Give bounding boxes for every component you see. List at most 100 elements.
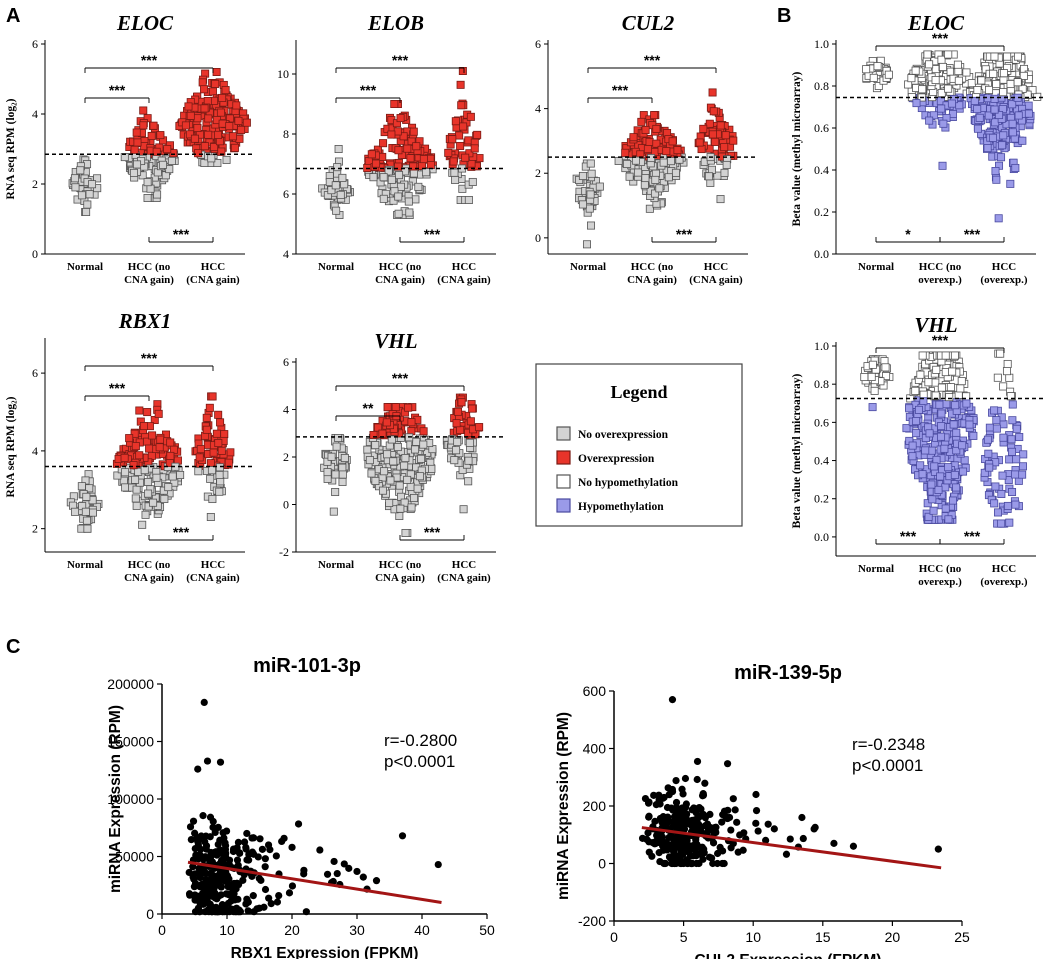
data-point <box>409 127 418 136</box>
data-point <box>625 172 634 181</box>
data-point <box>456 425 465 434</box>
y-axis-label: RNA seq RPM (log₂) <box>5 98 17 199</box>
data-point <box>645 204 654 213</box>
data-point <box>969 431 978 440</box>
data-point <box>937 89 946 98</box>
panel-letter-c: C <box>6 636 20 658</box>
data-point <box>405 208 414 217</box>
y-tick-label: 1.0 <box>814 37 829 51</box>
data-point <box>409 162 418 171</box>
y-tick-label: 0 <box>598 856 606 872</box>
data-point <box>398 832 407 840</box>
data-point <box>958 441 967 450</box>
y-tick-label: 0 <box>32 247 38 261</box>
data-point <box>681 774 690 783</box>
data-point <box>992 424 1001 433</box>
data-point <box>811 823 819 831</box>
data-point <box>261 855 269 863</box>
data-point <box>693 757 702 766</box>
data-point <box>237 125 246 134</box>
data-point <box>466 417 475 426</box>
data-point <box>218 93 227 102</box>
data-point <box>1011 470 1020 479</box>
data-point <box>411 445 420 454</box>
y-tick-label: 0.2 <box>814 492 829 506</box>
data-point <box>914 405 923 414</box>
correlation-p: p<0.0001 <box>384 752 455 771</box>
data-point <box>327 452 336 461</box>
data-point <box>873 62 882 71</box>
data-point <box>248 834 256 842</box>
data-point <box>924 378 933 387</box>
data-point <box>718 818 726 826</box>
data-point <box>186 823 195 831</box>
data-point <box>1008 100 1017 109</box>
y-tick-label: 0.2 <box>814 205 829 219</box>
data-point <box>82 516 91 525</box>
data-point <box>970 96 979 105</box>
data-point <box>954 76 963 85</box>
data-point <box>234 838 243 846</box>
category-label: HCC <box>201 559 226 571</box>
data-point <box>712 823 720 831</box>
chart-title: RBX1 <box>118 309 172 333</box>
data-point <box>708 130 717 139</box>
data-point <box>414 182 423 191</box>
y-tick-label: 4 <box>283 247 289 261</box>
chart-title: miR-101-3p <box>253 655 361 677</box>
data-point <box>331 488 340 497</box>
data-point <box>390 100 399 109</box>
data-point <box>786 835 794 843</box>
data-point <box>919 390 928 399</box>
data-point <box>770 825 778 833</box>
data-point <box>193 114 202 123</box>
data-point <box>1019 71 1028 80</box>
category-label: HCC <box>704 261 729 273</box>
data-point <box>631 156 640 165</box>
data-point <box>256 835 264 843</box>
data-point <box>931 76 940 85</box>
data-point <box>456 141 465 150</box>
data-point <box>185 868 193 877</box>
legend: Legend No overexpression Overexpression … <box>535 363 743 527</box>
data-point <box>912 99 921 108</box>
data-point <box>1019 450 1028 459</box>
data-point <box>211 79 220 88</box>
data-point <box>644 829 652 837</box>
data-point <box>231 908 240 916</box>
data-point <box>679 790 687 798</box>
data-point <box>925 429 934 438</box>
data-point <box>798 813 806 822</box>
data-point <box>215 487 224 496</box>
data-point <box>868 403 877 412</box>
data-point <box>194 855 203 863</box>
data-point <box>952 483 961 492</box>
data-point <box>457 101 466 110</box>
data-point <box>956 384 965 393</box>
data-point <box>338 463 347 472</box>
data-point <box>652 124 661 133</box>
data-point <box>224 458 233 467</box>
data-point <box>941 483 950 492</box>
chart-title: miR-139-5p <box>734 662 842 684</box>
data-point <box>181 121 190 130</box>
data-point <box>934 845 942 853</box>
data-point <box>587 169 596 178</box>
data-point <box>450 168 459 177</box>
data-point <box>130 145 139 154</box>
data-point <box>149 498 158 507</box>
data-point <box>693 775 701 784</box>
category-label: (CNA gain) <box>689 274 743 286</box>
data-point <box>395 481 404 490</box>
data-point <box>727 826 735 834</box>
data-point <box>387 130 396 139</box>
x-tick-label: 0 <box>610 929 618 945</box>
data-point <box>426 160 435 169</box>
data-point <box>1008 119 1017 128</box>
data-point <box>951 401 960 410</box>
data-point <box>998 471 1007 480</box>
data-point <box>417 454 426 463</box>
data-point <box>214 410 223 419</box>
data-point <box>713 849 722 858</box>
